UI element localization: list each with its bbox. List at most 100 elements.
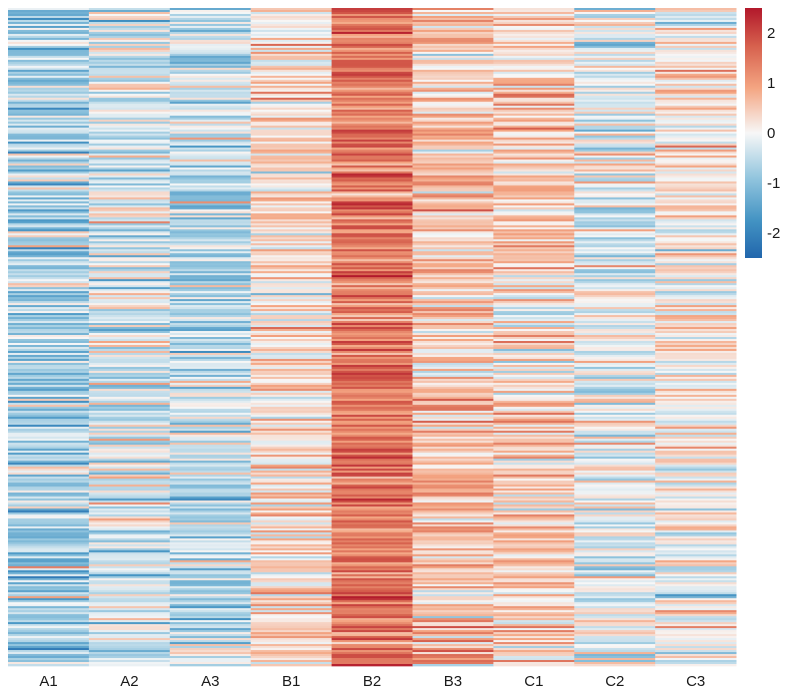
heatmap-cell-a1-88 xyxy=(8,181,90,184)
heatmap-cell-b2-136 xyxy=(331,277,413,280)
heatmap-cell-b1-133 xyxy=(250,271,332,274)
heatmap-cell-c1-187 xyxy=(493,378,575,382)
heatmap-cell-c1-50 xyxy=(493,105,575,109)
heatmap-cell-b1-269 xyxy=(250,542,332,545)
heatmap-cell-b1-217 xyxy=(250,438,332,442)
heatmap-cell-a1-293 xyxy=(8,590,90,593)
heatmap-cell-a2-310 xyxy=(88,624,171,627)
heatmap-cell-c2-135 xyxy=(574,275,656,278)
heatmap-cell-c2-208 xyxy=(574,420,656,424)
heatmap-cell-b3-151 xyxy=(412,307,494,310)
heatmap-cell-a3-108 xyxy=(169,221,252,224)
heatmap-cell-c3-9 xyxy=(655,23,737,27)
heatmap-cell-b3-21 xyxy=(412,47,494,51)
heatmap-cell-b2-237 xyxy=(331,478,413,481)
heatmap-cell-b3-291 xyxy=(412,586,494,589)
heatmap-cell-a1-22 xyxy=(8,49,90,53)
heatmap-cell-b1-218 xyxy=(250,440,332,444)
heatmap-cell-b2-190 xyxy=(331,384,413,388)
heatmap-cell-a2-232 xyxy=(88,468,171,471)
heatmap-cell-a3-149 xyxy=(169,303,252,306)
heatmap-cell-b3-143 xyxy=(412,291,494,294)
heatmap-cell-a1-28 xyxy=(8,61,90,65)
heatmap-cell-a2-288 xyxy=(88,580,171,583)
heatmap-cell-a2-56 xyxy=(88,117,171,121)
heatmap-cell-b1-129 xyxy=(250,263,332,266)
heatmap-cell-b2-205 xyxy=(331,414,413,418)
heatmap-cell-c1-46 xyxy=(493,97,575,101)
heatmap-cell-b3-226 xyxy=(412,456,494,459)
heatmap-cell-b3-225 xyxy=(412,454,494,457)
heatmap-cell-c1-91 xyxy=(493,187,575,190)
heatmap-cell-c3-56 xyxy=(655,117,737,121)
heatmap-cell-c2-312 xyxy=(574,628,656,631)
heatmap-cell-c3-268 xyxy=(655,540,737,543)
heatmap-cell-a3-250 xyxy=(169,504,252,507)
heatmap-cell-b1-7 xyxy=(250,19,332,23)
heatmap-cell-b3-140 xyxy=(412,285,494,288)
heatmap-cell-c2-201 xyxy=(574,406,656,410)
heatmap-cell-a3-262 xyxy=(169,528,252,531)
heatmap-cell-b3-219 xyxy=(412,442,494,446)
heatmap-cell-b1-309 xyxy=(250,622,332,625)
heatmap-cell-c3-214 xyxy=(655,432,737,436)
heatmap-cell-b3-218 xyxy=(412,440,494,444)
heatmap-cell-c1-270 xyxy=(493,544,575,547)
heatmap-cell-b3-171 xyxy=(412,346,494,350)
heatmap-cell-c3-42 xyxy=(655,89,737,93)
heatmap-cell-c2-95 xyxy=(574,195,656,198)
heatmap-cell-b3-67 xyxy=(412,139,494,142)
heatmap-cell-b3-35 xyxy=(412,75,494,79)
heatmap-cell-a1-119 xyxy=(8,243,90,246)
heatmap-cell-a1-65 xyxy=(8,135,90,138)
heatmap-cell-c1-167 xyxy=(493,338,575,342)
heatmap-cell-c2-5 xyxy=(574,15,656,19)
heatmap-cell-c3-318 xyxy=(655,640,737,643)
heatmap-cell-a1-86 xyxy=(8,177,90,180)
heatmap-cell-c3-299 xyxy=(655,602,737,605)
heatmap-cell-a2-119 xyxy=(88,243,171,246)
heatmap-cell-c3-142 xyxy=(655,289,737,292)
heatmap-cell-a1-206 xyxy=(8,416,90,420)
heatmap-cell-a2-196 xyxy=(88,396,171,400)
heatmap-cell-b2-161 xyxy=(331,327,413,330)
heatmap-cell-a1-144 xyxy=(8,293,90,296)
heatmap-cell-b3-245 xyxy=(412,494,494,497)
heatmap-cell-a1-93 xyxy=(8,191,90,194)
heatmap-cell-b3-169 xyxy=(412,342,494,346)
heatmap-cell-b1-195 xyxy=(250,394,332,398)
heatmap-cell-a1-158 xyxy=(8,321,90,324)
heatmap-cell-b1-324 xyxy=(250,652,332,655)
heatmap-cell-c1-77 xyxy=(493,159,575,162)
heatmap-cell-b1-231 xyxy=(250,466,332,469)
heatmap-cell-b3-115 xyxy=(412,235,494,238)
heatmap-cell-b3-60 xyxy=(412,125,494,128)
heatmap-cell-c1-212 xyxy=(493,428,575,432)
heatmap-cell-b2-28 xyxy=(331,61,413,65)
heatmap-cell-b1-184 xyxy=(250,372,332,376)
heatmap-cell-c1-196 xyxy=(493,396,575,400)
heatmap-cell-c3-213 xyxy=(655,430,737,434)
heatmap-cell-a1-133 xyxy=(8,271,90,274)
heatmap-cell-a1-205 xyxy=(8,414,90,418)
heatmap-cell-b2-50 xyxy=(331,105,413,109)
heatmap-cell-a2-15 xyxy=(88,35,171,39)
heatmap-cell-b3-128 xyxy=(412,261,494,264)
heatmap-cell-b1-189 xyxy=(250,382,332,386)
heatmap-cell-a3-47 xyxy=(169,99,252,103)
heatmap-cell-a3-131 xyxy=(169,267,252,270)
heatmap-cell-c2-51 xyxy=(574,107,656,111)
heatmap-cell-b2-104 xyxy=(331,213,413,216)
heatmap-cell-b1-302 xyxy=(250,608,332,611)
heatmap-cell-c3-292 xyxy=(655,588,737,591)
heatmap-cell-c2-250 xyxy=(574,504,656,507)
heatmap-cell-c3-101 xyxy=(655,207,737,210)
heatmap-cell-a2-127 xyxy=(88,259,171,262)
heatmap-cell-a2-253 xyxy=(88,510,171,513)
heatmap-cell-b3-272 xyxy=(412,548,494,551)
heatmap-cell-a2-94 xyxy=(88,193,171,196)
heatmap-cell-b1-53 xyxy=(250,111,332,115)
heatmap-cell-b1-244 xyxy=(250,492,332,495)
heatmap-cell-b2-123 xyxy=(331,251,413,254)
heatmap-cell-b1-205 xyxy=(250,414,332,418)
